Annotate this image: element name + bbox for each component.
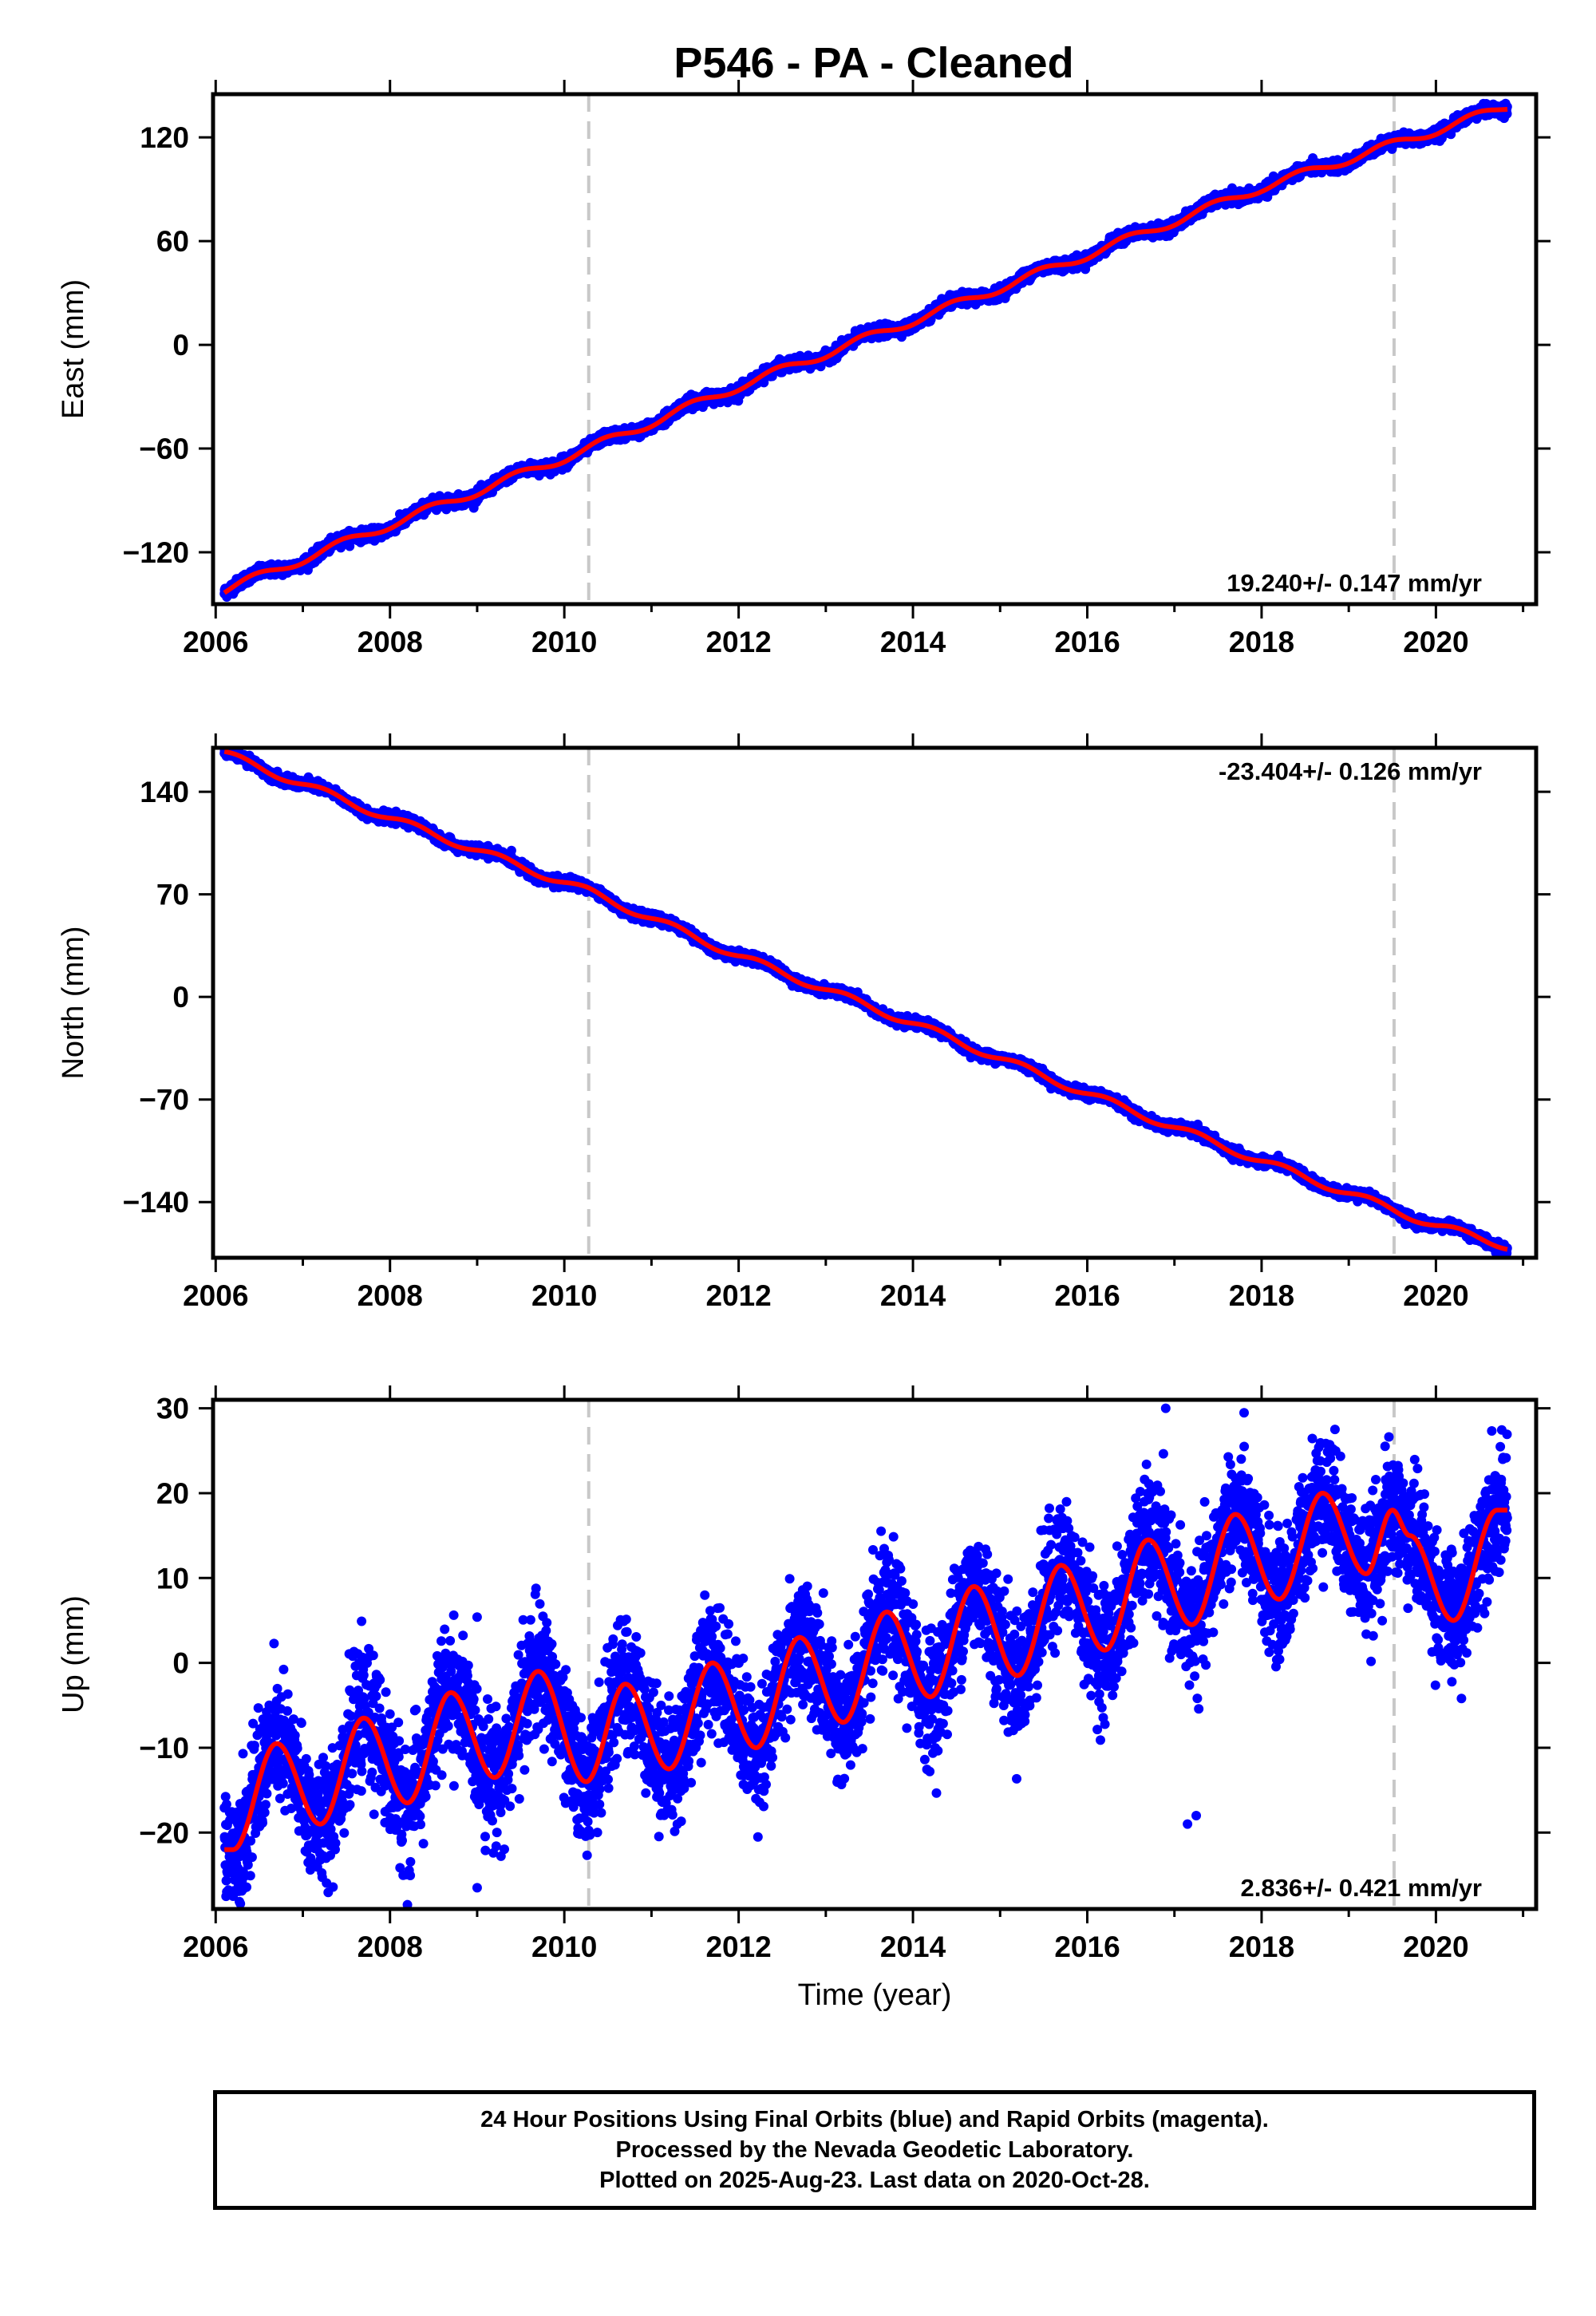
figure-title: P546 - PA - Cleaned bbox=[674, 39, 1073, 87]
daily-position-points bbox=[219, 98, 1512, 602]
plot-area bbox=[219, 94, 1512, 604]
east-panel: 2006 2008 2010 2012 2014 2016 2018 2020−120−600… bbox=[57, 80, 1551, 658]
